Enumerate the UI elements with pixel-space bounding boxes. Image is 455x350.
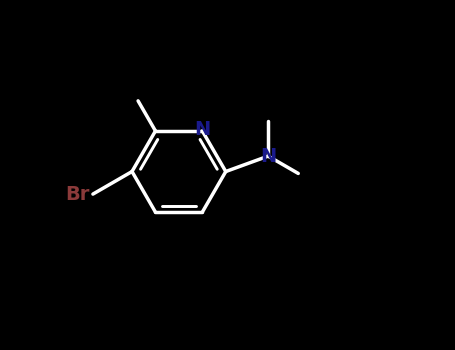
Text: Br: Br — [65, 184, 90, 204]
Text: N: N — [260, 147, 276, 166]
Text: N: N — [194, 120, 211, 139]
